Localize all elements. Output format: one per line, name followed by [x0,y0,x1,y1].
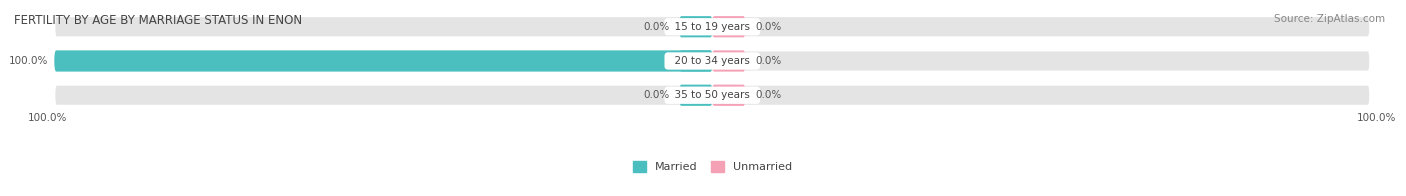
Text: FERTILITY BY AGE BY MARRIAGE STATUS IN ENON: FERTILITY BY AGE BY MARRIAGE STATUS IN E… [14,14,302,27]
FancyBboxPatch shape [679,16,713,37]
Text: 20 to 34 years: 20 to 34 years [668,56,756,66]
Text: 0.0%: 0.0% [755,22,782,32]
FancyBboxPatch shape [55,50,713,72]
Text: 100.0%: 100.0% [28,113,67,123]
FancyBboxPatch shape [679,85,713,106]
Text: 0.0%: 0.0% [644,22,669,32]
FancyBboxPatch shape [55,50,1371,72]
FancyBboxPatch shape [713,16,745,37]
Text: Source: ZipAtlas.com: Source: ZipAtlas.com [1274,14,1385,24]
FancyBboxPatch shape [55,85,1371,106]
Text: 0.0%: 0.0% [755,56,782,66]
Legend: Married, Unmarried: Married, Unmarried [633,161,792,172]
Text: 0.0%: 0.0% [644,90,669,100]
FancyBboxPatch shape [713,85,745,106]
Text: 100.0%: 100.0% [8,56,48,66]
FancyBboxPatch shape [679,50,713,72]
Text: 35 to 50 years: 35 to 50 years [668,90,756,100]
FancyBboxPatch shape [55,16,1371,37]
FancyBboxPatch shape [713,50,745,72]
Text: 0.0%: 0.0% [755,90,782,100]
Text: 100.0%: 100.0% [1357,113,1396,123]
Text: 15 to 19 years: 15 to 19 years [668,22,756,32]
